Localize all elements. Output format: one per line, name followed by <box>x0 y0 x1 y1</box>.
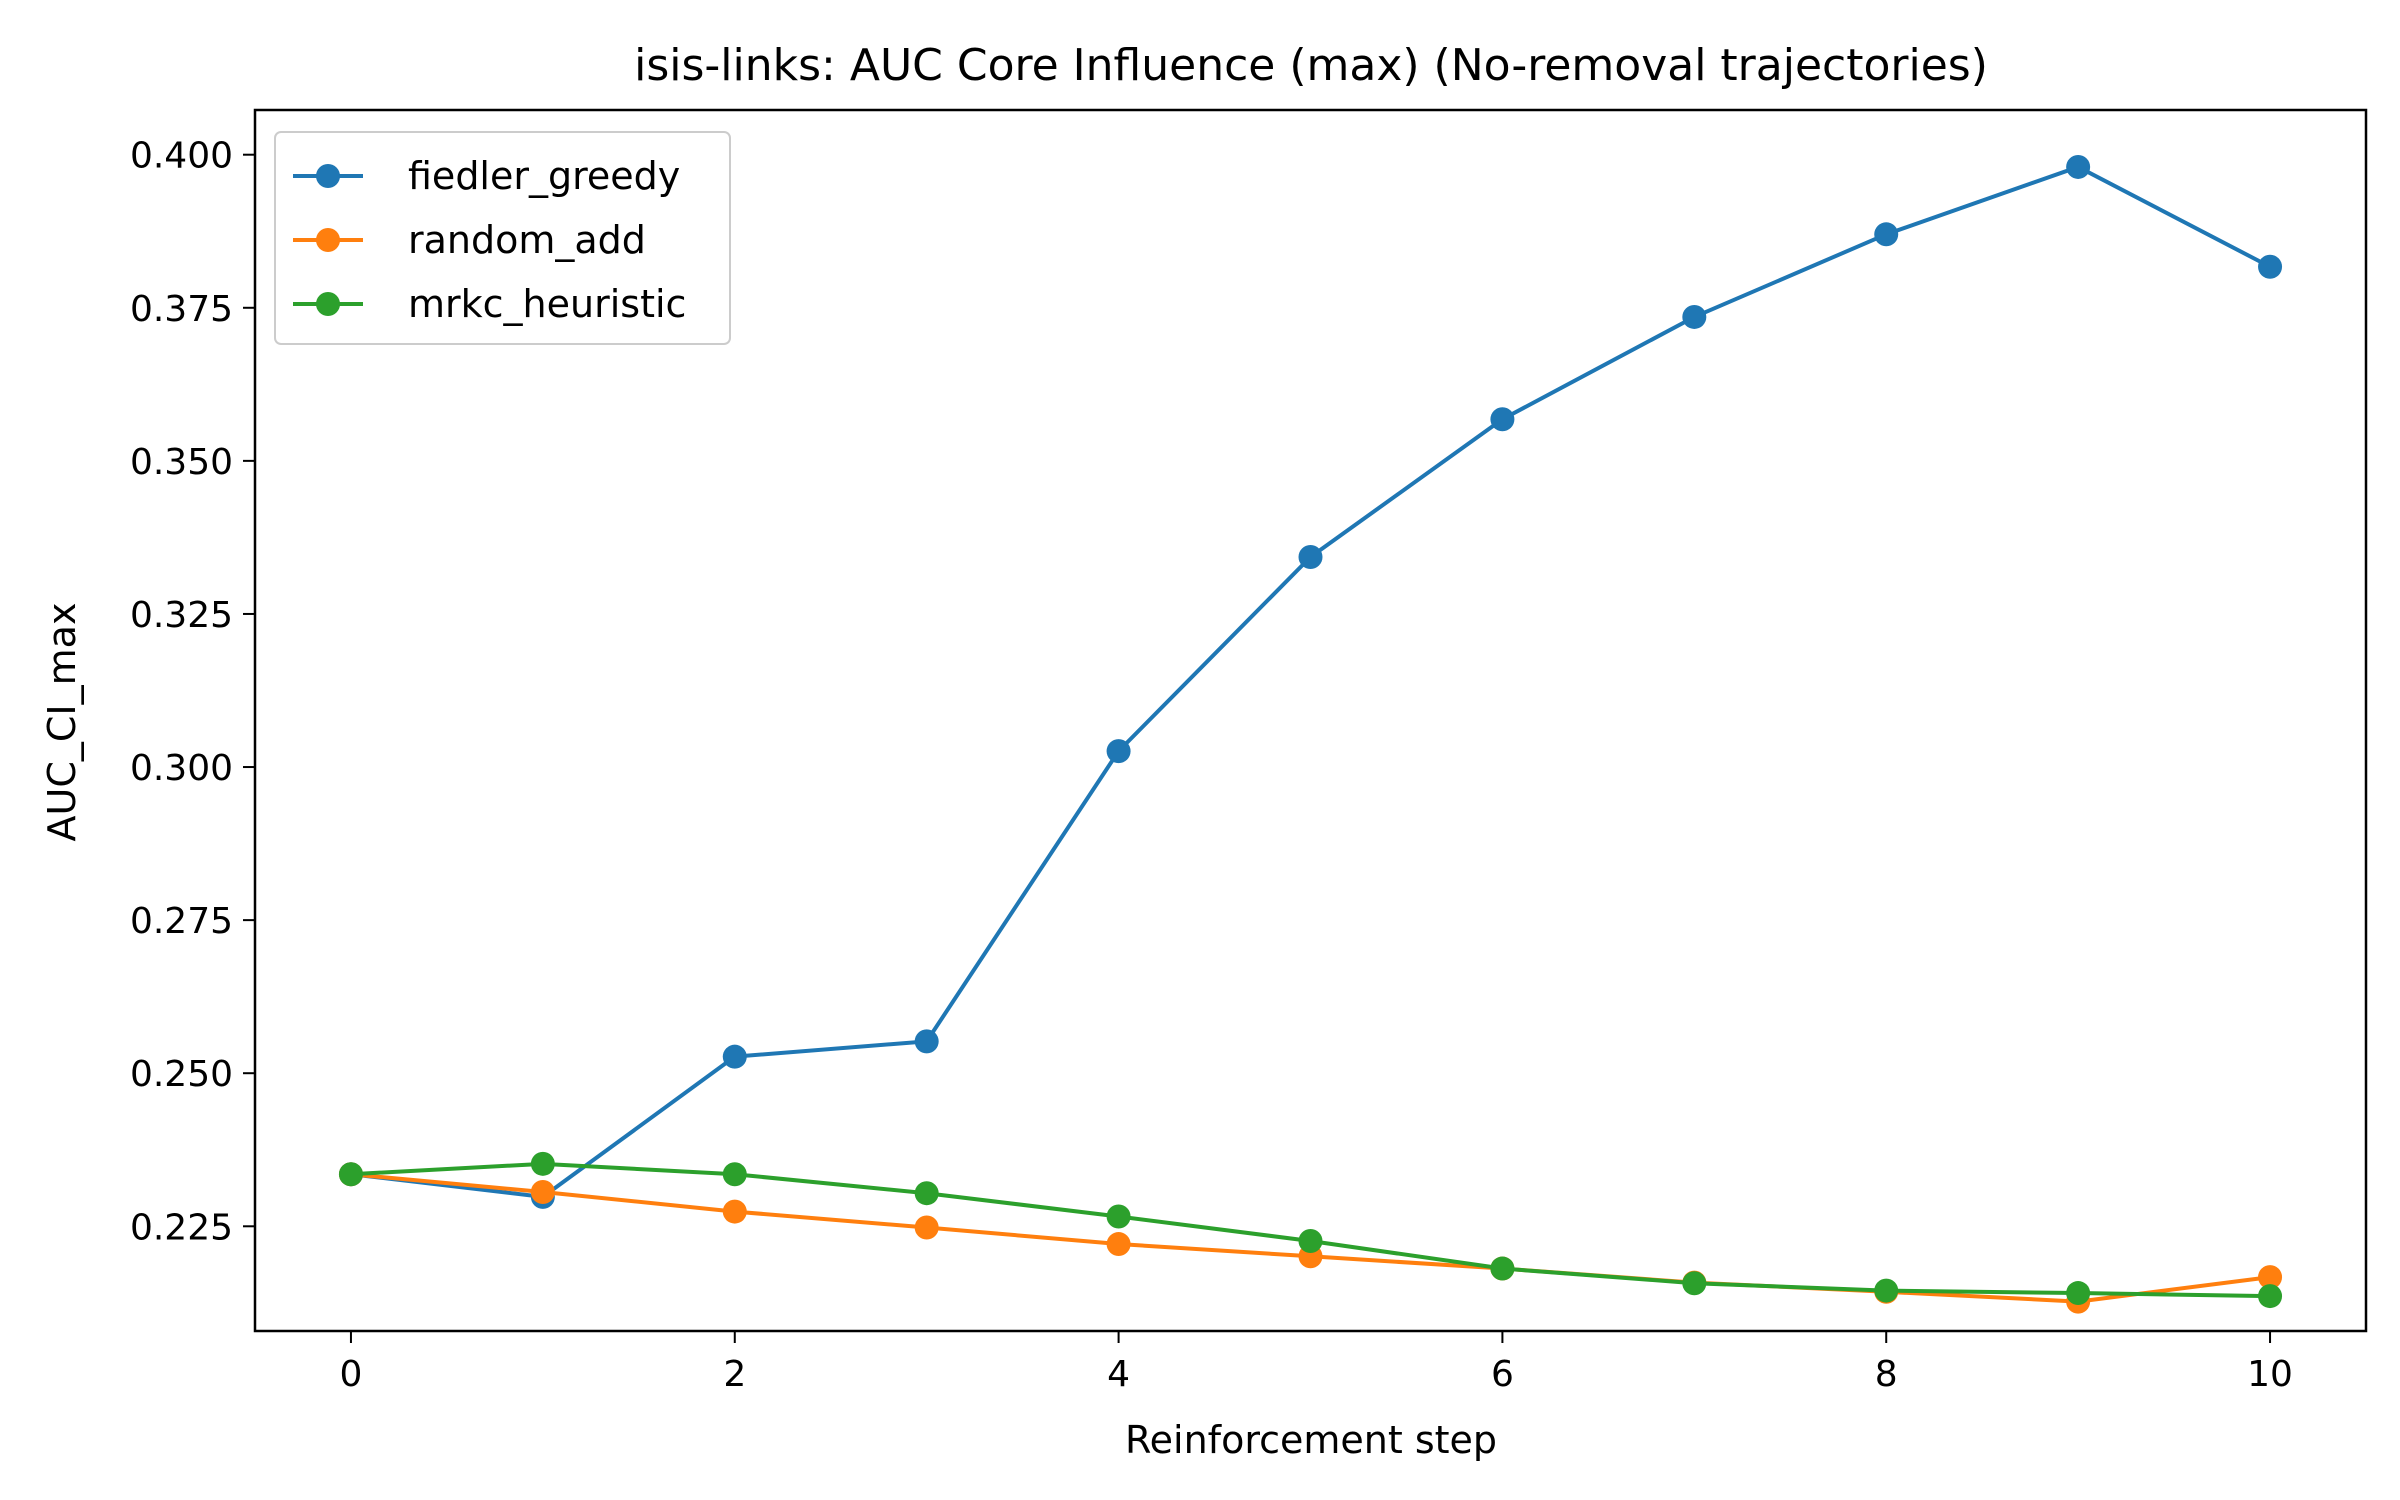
data-point-fiedler_greedy <box>1682 304 1707 329</box>
data-point-mrkc_heuristic <box>530 1151 555 1176</box>
data-point-fiedler_greedy <box>1490 407 1515 432</box>
data-point-fiedler_greedy <box>722 1044 747 1069</box>
data-point-fiedler_greedy <box>1106 739 1131 764</box>
plot-area: 0 2 4 6 8 10 0.225 0.250 0.275 0.300 0.325 0.350 0.3… <box>130 108 2368 1395</box>
y-tick-label: 0.300 <box>130 748 233 789</box>
y-tick-label: 0.325 <box>130 595 233 636</box>
y-tick-label: 0.275 <box>130 901 233 942</box>
x-tick-label: 0 <box>340 1354 363 1395</box>
axes-frame <box>253 108 2368 1333</box>
data-point-random_add <box>1106 1232 1131 1257</box>
legend-label-mrkc_heuristic: mrkc_heuristic <box>408 282 686 326</box>
legend-label-fiedler_greedy: fiedler_greedy <box>408 154 680 198</box>
legend-marker-fiedler_greedy <box>316 164 340 188</box>
data-point-fiedler_greedy <box>1298 545 1323 570</box>
legend: fiedler_greedy random_add mrkc_heuristic <box>274 131 731 345</box>
y-tick-label: 0.400 <box>130 136 233 177</box>
data-point-random_add <box>530 1179 555 1204</box>
data-point-mrkc_heuristic <box>1106 1204 1131 1229</box>
data-point-mrkc_heuristic <box>1682 1271 1707 1296</box>
data-point-mrkc_heuristic <box>338 1162 363 1187</box>
data-point-mrkc_heuristic <box>914 1181 939 1206</box>
legend-marker-mrkc_heuristic <box>316 292 340 316</box>
x-tick-label: 6 <box>1491 1354 1514 1395</box>
data-point-random_add <box>722 1199 747 1224</box>
data-point-mrkc_heuristic <box>1298 1228 1323 1253</box>
data-point-mrkc_heuristic <box>1874 1278 1899 1303</box>
x-tick-label: 8 <box>1875 1354 1898 1395</box>
data-point-mrkc_heuristic <box>1490 1256 1515 1281</box>
y-tick-label: 0.250 <box>130 1054 233 1095</box>
data-point-random_add <box>914 1215 939 1240</box>
data-point-fiedler_greedy <box>2066 154 2091 179</box>
y-tick-label: 0.375 <box>130 289 233 330</box>
legend-label-random_add: random_add <box>408 218 646 262</box>
data-point-mrkc_heuristic <box>2066 1281 2091 1306</box>
y-axis-title: AUC_CI_max <box>40 603 84 842</box>
data-point-mrkc_heuristic <box>2258 1284 2283 1309</box>
chart-title: isis-links: AUC Core Influence (max) (No… <box>634 40 1988 91</box>
legend-marker-random_add <box>316 228 340 252</box>
x-axis-title: Reinforcement step <box>1125 1418 1497 1462</box>
data-point-random_add <box>2258 1265 2283 1290</box>
data-point-fiedler_greedy <box>1874 222 1899 247</box>
y-tick-label: 0.225 <box>130 1207 233 1248</box>
x-tick-label: 10 <box>2247 1354 2293 1395</box>
data-point-mrkc_heuristic <box>722 1162 747 1187</box>
data-point-fiedler_greedy <box>2258 254 2283 279</box>
x-tick-label: 4 <box>1107 1354 1130 1395</box>
legend-box <box>274 131 731 345</box>
data-point-fiedler_greedy <box>914 1029 939 1054</box>
y-tick-label: 0.350 <box>130 442 233 483</box>
x-tick-label: 2 <box>723 1354 746 1395</box>
